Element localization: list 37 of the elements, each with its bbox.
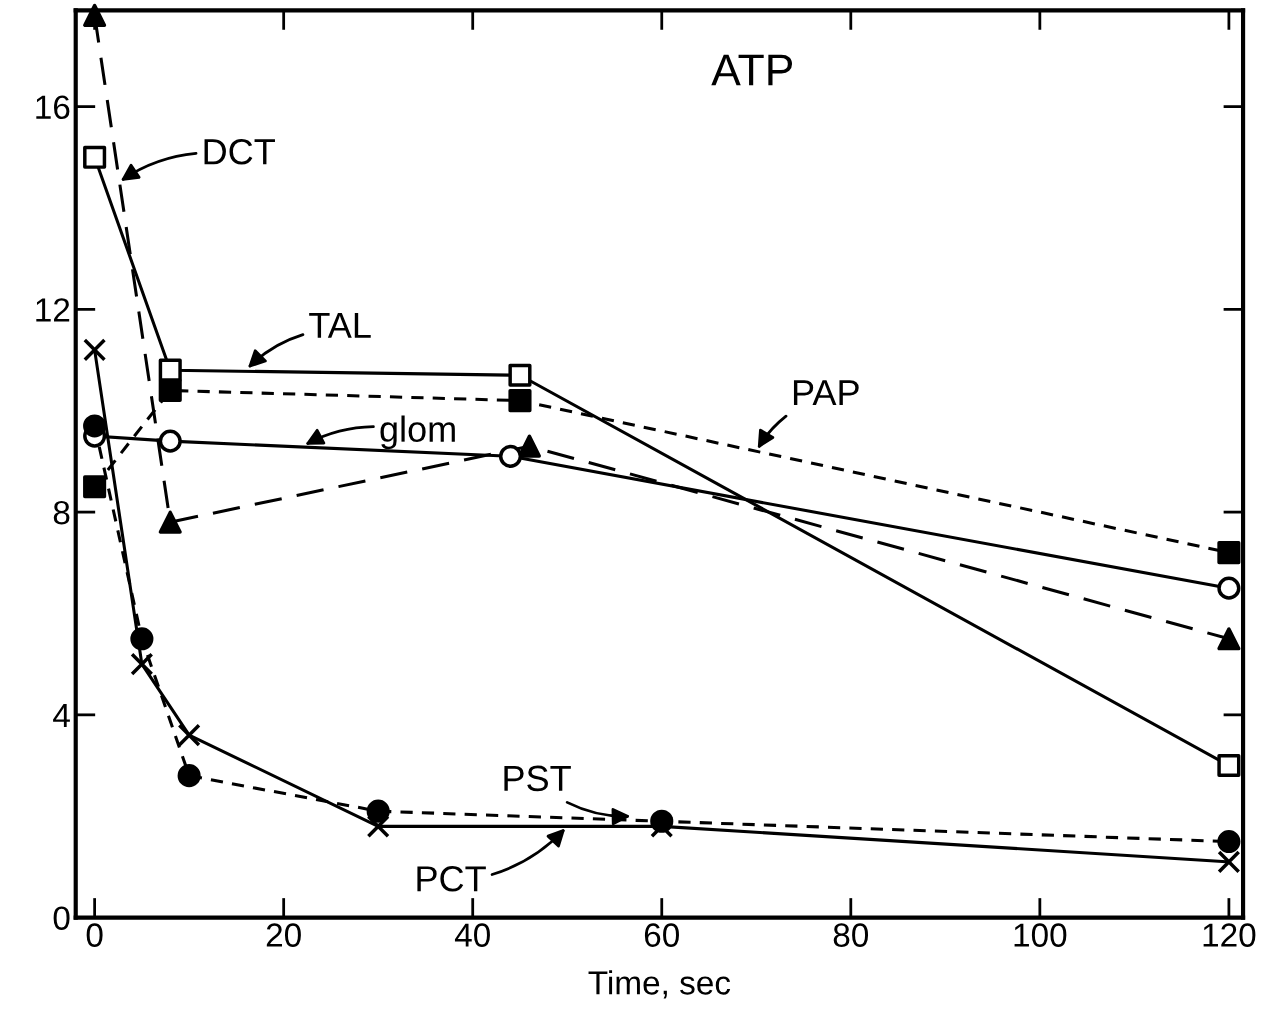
- x-tick-label: 20: [266, 923, 301, 947]
- point: [158, 510, 182, 534]
- x-tick-label: 60: [644, 923, 679, 947]
- point: [83, 3, 107, 27]
- point: [1217, 627, 1241, 651]
- y-tick-label: 0: [53, 906, 70, 930]
- point: [1217, 850, 1241, 874]
- annotation: TAL: [309, 313, 371, 338]
- point: [158, 378, 182, 403]
- text: ATP: [711, 54, 793, 86]
- x-tick-label: 0: [86, 923, 103, 947]
- point: [650, 814, 674, 838]
- point: [366, 814, 390, 838]
- point: [83, 475, 107, 499]
- x-tick-label: 100: [1014, 923, 1067, 947]
- point: [517, 434, 541, 458]
- y-tick-label: 8: [53, 500, 70, 525]
- point: [130, 652, 154, 676]
- annotation: PCT: [417, 866, 486, 892]
- x-tick-label: 40: [454, 923, 490, 947]
- point: [177, 723, 201, 747]
- point: [508, 389, 532, 413]
- point: [83, 338, 107, 362]
- point: [1217, 753, 1241, 778]
- point: [83, 145, 107, 169]
- x-tick-label: 80: [833, 923, 869, 947]
- y-tick-label: 12: [36, 298, 70, 322]
- x-tick-label: 120: [1203, 923, 1256, 947]
- point: [1217, 541, 1241, 565]
- y-tick-label: 16: [36, 95, 70, 120]
- y-tick-label: 4: [53, 703, 70, 727]
- annotation: PST: [504, 765, 571, 792]
- annotation: glom: [380, 415, 455, 450]
- point: [508, 363, 532, 387]
- annotation: PAP: [793, 380, 859, 406]
- annotation: DCT: [204, 138, 275, 165]
- x-axis-title: Time, sec: [588, 970, 731, 999]
